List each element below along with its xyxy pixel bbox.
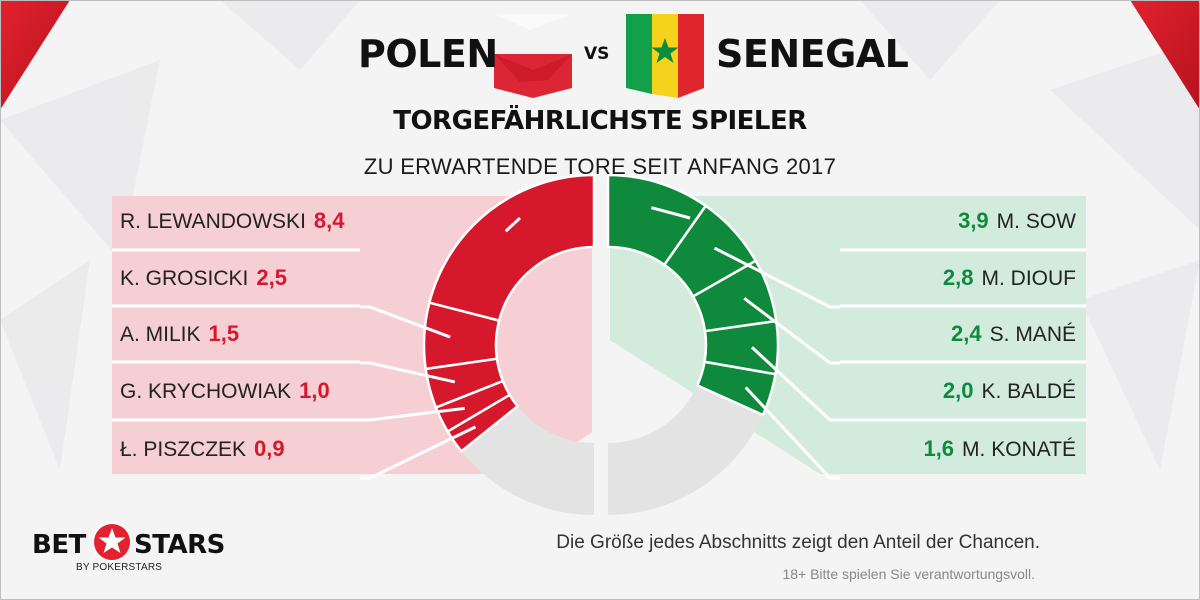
leader-line xyxy=(360,305,451,339)
player-name: K. BALDÉ xyxy=(981,380,1076,403)
chart-subtitle: ZU ERWARTENDE TORE SEIT ANFANG 2017 xyxy=(363,154,837,179)
leader-line xyxy=(504,216,522,233)
leader-line xyxy=(651,206,691,220)
senegal-player-row: 1,6 M. KONATÉ xyxy=(923,429,1076,469)
poland-player-row: R. LEWANDOWSKI 8,4 xyxy=(120,201,345,241)
player-value: 2,5 xyxy=(256,265,287,290)
player-name: Ł. PISZCZEK xyxy=(120,438,247,461)
player-value: 2,4 xyxy=(951,321,982,346)
player-value: 3,9 xyxy=(958,208,989,233)
poland-flag-icon xyxy=(494,14,572,98)
player-name: M. SOW xyxy=(996,210,1076,233)
team-right-title: SENEGAL xyxy=(716,32,909,76)
logo-subtitle: BY POKERSTARS xyxy=(76,562,163,573)
poland-player-row: Ł. PISZCZEK 0,9 xyxy=(120,429,285,469)
player-name: G. KRYCHOWIAK xyxy=(120,380,292,403)
corner-ribbon-top-right xyxy=(1130,0,1200,110)
leader-line xyxy=(750,346,840,422)
vs-label: VS xyxy=(584,44,610,64)
senegal-player-row: 2,8 M. DIOUF xyxy=(943,258,1076,298)
player-value: 2,8 xyxy=(942,265,974,290)
poland-player-row: G. KRYCHOWIAK 1,0 xyxy=(120,371,330,411)
row-separators xyxy=(112,248,1086,422)
player-value: 8,4 xyxy=(313,208,345,233)
player-value: 0,9 xyxy=(254,436,285,461)
donut-segment xyxy=(695,360,777,417)
leader-line xyxy=(360,425,477,480)
senegal-player-row: 2,4 S. MANÉ xyxy=(951,314,1076,354)
senegal-player-row: 2,0 K. BALDÉ xyxy=(943,371,1076,411)
leader-lines xyxy=(360,206,840,480)
chart-title: TORGEFÄHRLICHSTE SPIELER xyxy=(393,106,807,136)
leader-line xyxy=(360,361,456,384)
leader-line xyxy=(744,386,840,480)
player-name: S. MANÉ xyxy=(989,323,1076,346)
leader-line xyxy=(360,406,465,422)
disclaimer: 18+ Bitte spielen Sie verantwortungsvoll… xyxy=(782,566,1035,582)
player-value: 2,0 xyxy=(942,378,974,403)
senegal-player-row: 3,9 M. SOW xyxy=(958,201,1076,241)
player-value: 1,6 xyxy=(923,436,955,461)
player-name: A. MILIK xyxy=(120,323,201,346)
logo-bet-text: BET xyxy=(32,530,86,560)
leader-line xyxy=(743,297,840,365)
player-value: 1,0 xyxy=(299,378,330,403)
player-name: M. KONATÉ xyxy=(962,438,1076,461)
player-name: M. DIOUF xyxy=(981,267,1077,290)
corner-ribbon-top-left xyxy=(0,0,70,110)
star-icon xyxy=(92,522,132,562)
poland-player-row: K. GROSICKI 2,5 xyxy=(120,258,287,298)
poland-player-row: A. MILIK 1,5 xyxy=(120,314,239,354)
senegal-flag-icon xyxy=(626,14,704,98)
footnote: Die Größe jedes Abschnitts zeigt den Ant… xyxy=(556,532,1040,553)
team-left-title: POLEN xyxy=(358,32,498,76)
donut-segment xyxy=(427,173,596,323)
player-name: R. LEWANDOWSKI xyxy=(120,210,306,233)
leader-line xyxy=(713,246,840,309)
logo-stars-text: STARS xyxy=(134,530,225,560)
player-value: 1,5 xyxy=(208,321,240,346)
player-name: K. GROSICKI xyxy=(120,267,249,290)
